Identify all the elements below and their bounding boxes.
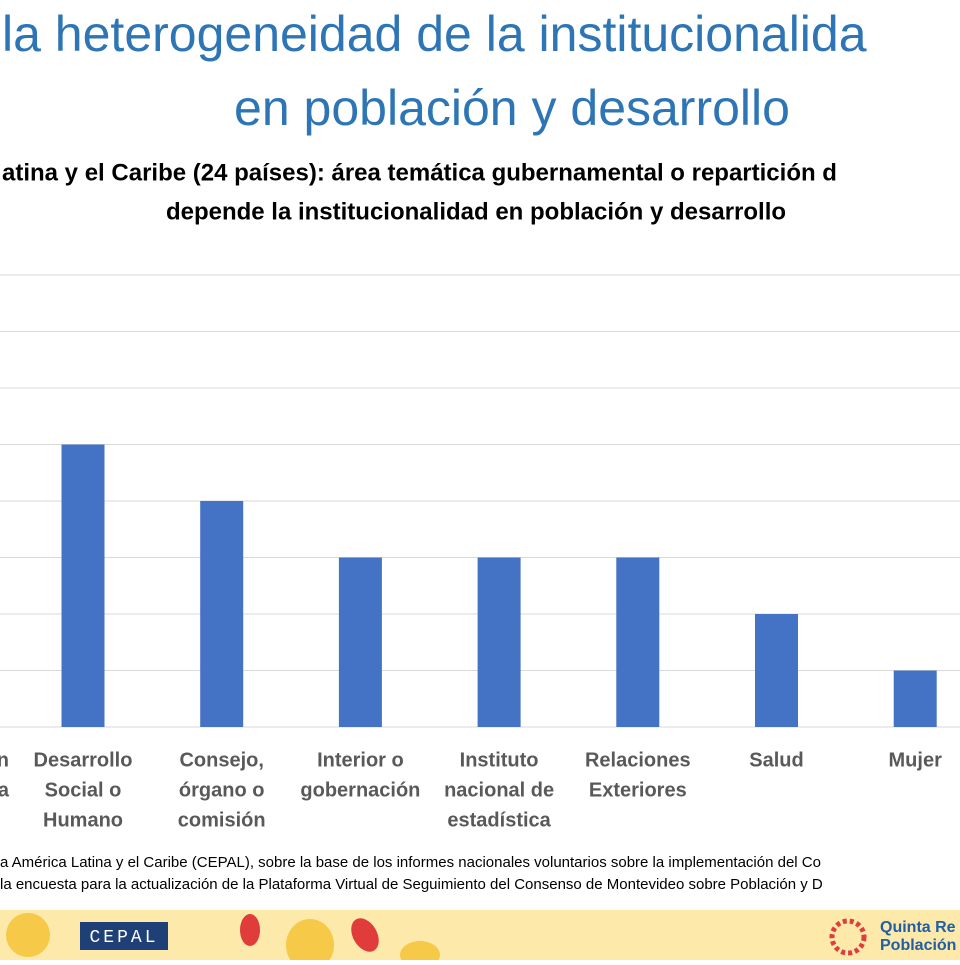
x-tick-label: comisión [178, 809, 266, 831]
x-tick-label: Interior o [317, 749, 404, 771]
source: la encuesta para la actualización de la … [0, 876, 823, 893]
decoration [240, 914, 260, 946]
bar [755, 614, 798, 727]
event-name: Población [880, 937, 956, 954]
x-tick-label: Social o [45, 779, 122, 801]
bar [338, 557, 382, 727]
x-tick-label: Exteriores [589, 779, 687, 801]
title: la heterogeneidad de la institucionalida [2, 6, 867, 62]
decoration [286, 919, 334, 965]
logo: CEPAL [89, 928, 158, 948]
decoration [6, 913, 50, 957]
x-tick-label: Desarrollo [34, 749, 133, 771]
decoration [400, 941, 440, 965]
x-tick-label: estadística [447, 809, 551, 831]
x-tick-label: Relaciones [585, 749, 691, 771]
decoration [829, 918, 867, 956]
x-tick-label: Consejo, [179, 749, 263, 771]
subtitle: depende la institucionalidad en població… [166, 198, 786, 225]
x-tick-label: nacional de [444, 779, 554, 801]
x-tick-label: Mujer [889, 749, 943, 771]
x-tick-label: órgano o [179, 779, 265, 801]
x-tick-label: n [0, 749, 9, 771]
decoration [351, 918, 379, 952]
source: a América Latina y el Caribe (CEPAL), so… [0, 854, 821, 871]
x-tick-label: Instituto [460, 749, 539, 771]
x-tick-label: Salud [749, 749, 803, 771]
bar [200, 501, 244, 727]
x-tick-label: a [0, 779, 10, 801]
bar [893, 670, 937, 727]
bar [616, 557, 660, 727]
x-tick-label: Humano [43, 809, 123, 831]
bar [477, 557, 521, 727]
title: en población y desarrollo [234, 80, 790, 136]
logo-box [80, 922, 168, 950]
subtitle: atina y el Caribe (24 países): área temá… [2, 159, 837, 186]
bar [61, 444, 105, 727]
x-tick-label: gobernación [300, 779, 420, 801]
event-name: Quinta Re [880, 919, 956, 936]
